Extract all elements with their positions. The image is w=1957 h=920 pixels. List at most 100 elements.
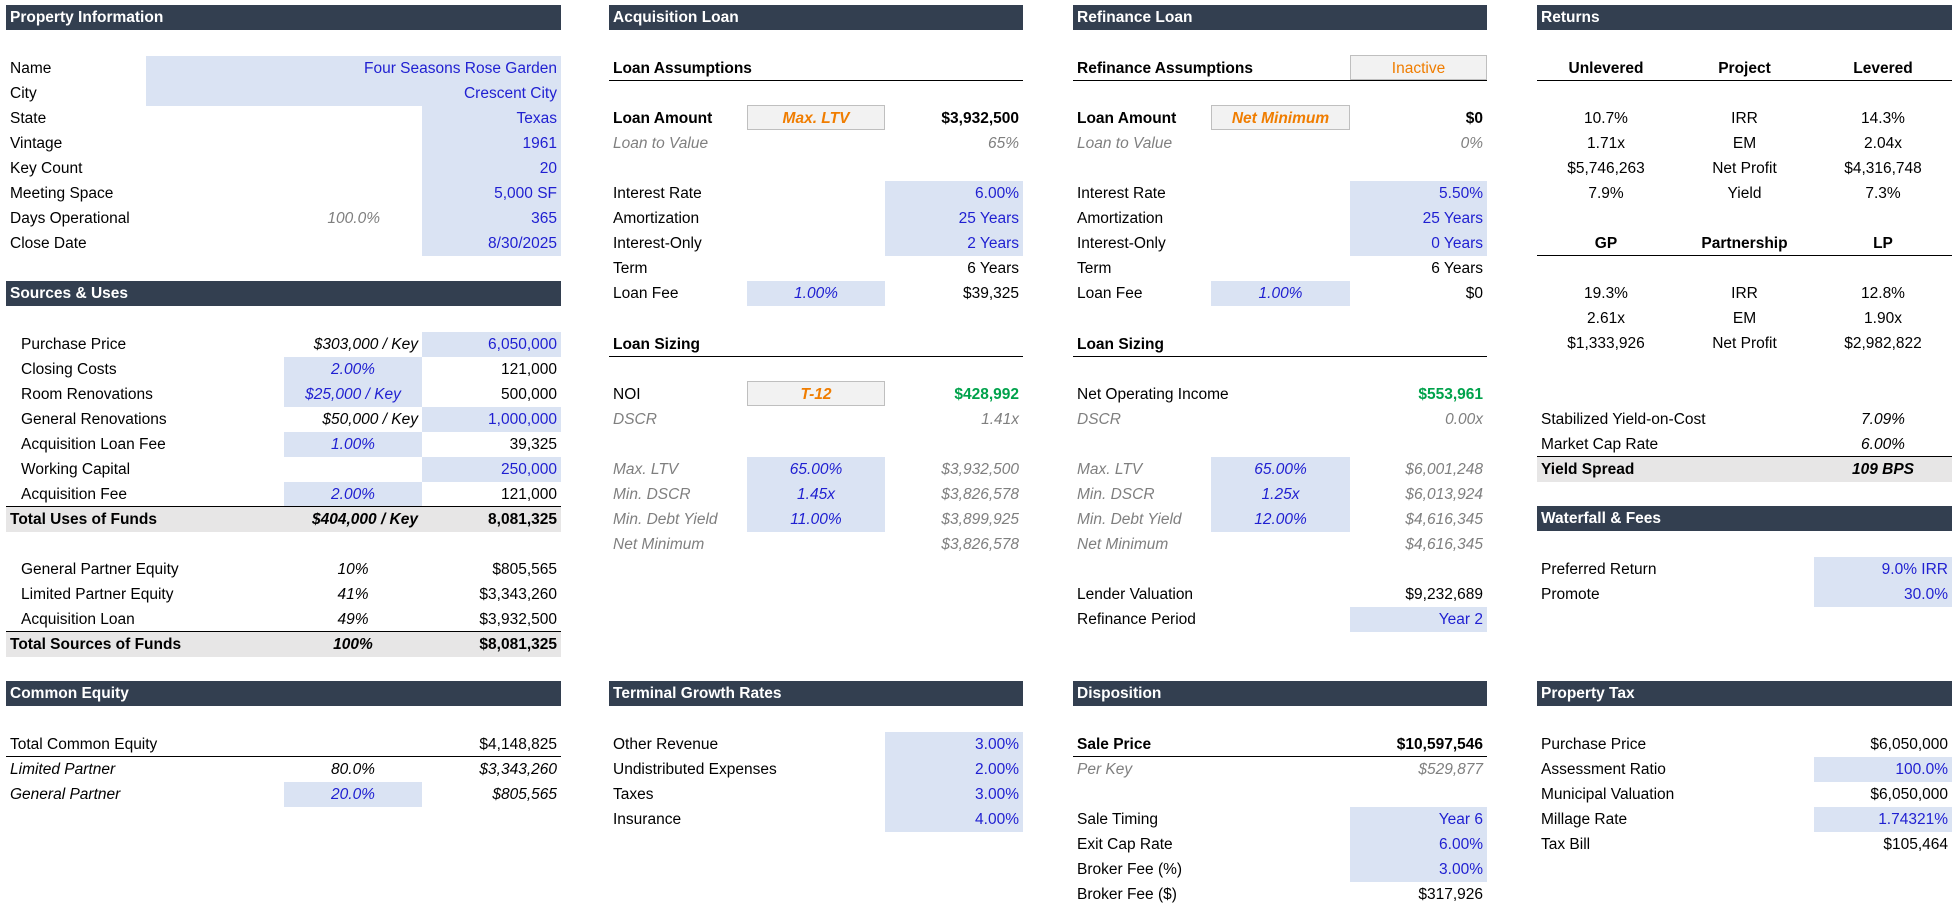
close-date-input[interactable]: 8/30/2025	[422, 231, 561, 256]
refi-period-input[interactable]: Year 2	[1350, 607, 1487, 632]
per-key-label: Per Key	[1077, 761, 1133, 778]
acq-term-label: Term	[613, 260, 648, 277]
returns-cell: 2.04x	[1864, 135, 1902, 152]
acq-ltv-label: Loan to Value	[613, 135, 709, 152]
refi-dscr-value: 0.00x	[1445, 411, 1483, 428]
acq-fee-label: Loan Fee	[613, 285, 679, 302]
refi-constraint-input[interactable]: 1.25x	[1211, 482, 1350, 507]
mcr-value: 6.00%	[1861, 436, 1905, 453]
promote-input[interactable]: 30.0%	[1814, 582, 1952, 607]
terminal-input[interactable]: 3.00%	[885, 782, 1023, 807]
acq-dscr-label: DSCR	[613, 411, 657, 428]
use-value-input[interactable]: 6,050,000	[422, 332, 561, 357]
returns-cell: $5,746,263	[1567, 160, 1645, 177]
state-label: State	[10, 110, 47, 127]
returns-cell: EM	[1732, 135, 1757, 152]
refi-fee-value: $0	[1465, 285, 1483, 302]
partnership-col-header: LP	[1873, 235, 1893, 252]
acq-ltv-value: 65%	[987, 135, 1019, 152]
promote-label: Promote	[1541, 586, 1600, 603]
refi-loan-amount-select[interactable]: Net Minimum	[1211, 105, 1350, 130]
refi-rate-label: Interest Rate	[1077, 185, 1166, 202]
refi-amort-input[interactable]: 25 Years	[1350, 206, 1487, 231]
acq-constraint-label: Min. DSCR	[613, 486, 691, 503]
acq-amort-input[interactable]: 25 Years	[885, 206, 1023, 231]
sale-timing-input[interactable]: Year 6	[1350, 807, 1487, 832]
acq-loan-amount-select[interactable]: Max. LTV	[747, 105, 885, 130]
muni-valuation-label: Municipal Valuation	[1541, 786, 1675, 803]
refi-sizing-title: Loan Sizing	[1073, 332, 1487, 357]
acq-constraint-input[interactable]: 1.45x	[747, 482, 885, 507]
meeting-space-label: Meeting Space	[10, 185, 114, 202]
partnership-cell: $1,333,926	[1567, 335, 1645, 352]
mcr-label: Market Cap Rate	[1541, 436, 1659, 453]
acq-fee-pct-input[interactable]: 1.00%	[747, 281, 885, 306]
use-mid-input[interactable]: 1.00%	[284, 432, 422, 457]
refi-constraint-input[interactable]: 65.00%	[1211, 457, 1350, 482]
exit-cap-input[interactable]: 6.00%	[1350, 832, 1487, 857]
use-mid-input[interactable]: 2.00%	[284, 357, 422, 382]
city-input[interactable]: Crescent City	[146, 81, 561, 106]
acq-rate-input[interactable]: 6.00%	[885, 181, 1023, 206]
terminal-label: Undistributed Expenses	[613, 761, 777, 778]
terminal-label: Insurance	[613, 811, 682, 828]
name-input[interactable]: Four Seasons Rose Garden	[146, 56, 561, 81]
gp-value: $805,565	[492, 786, 557, 803]
refi-assumptions-title: Refinance Assumptions	[1073, 56, 1487, 81]
sale-price-value: $10,597,546	[1396, 736, 1483, 753]
acq-io-label: Interest-Only	[613, 235, 702, 252]
partnership-divider	[1537, 255, 1952, 256]
key-count-input[interactable]: 20	[422, 156, 561, 181]
refi-fee-pct-input[interactable]: 1.00%	[1211, 281, 1350, 306]
gp-label: General Partner	[10, 786, 121, 803]
refi-constraint-input[interactable]: 12.00%	[1211, 507, 1350, 532]
acq-noi-select[interactable]: T-12	[747, 381, 885, 406]
tax-purchase-label: Purchase Price	[1541, 736, 1647, 753]
terminal-input[interactable]: 3.00%	[885, 732, 1023, 757]
refi-rate-input[interactable]: 5.50%	[1350, 181, 1487, 206]
common-equity-divider	[6, 756, 561, 757]
assessment-ratio-input[interactable]: 100.0%	[1814, 757, 1952, 782]
terminal-header: Terminal Growth Rates	[609, 681, 1023, 706]
use-value-input[interactable]: 1,000,000	[422, 407, 561, 432]
refi-io-input[interactable]: 0 Years	[1350, 231, 1487, 256]
returns-cell: $4,316,748	[1844, 160, 1922, 177]
meeting-space-input[interactable]: 5,000 SF	[422, 181, 561, 206]
use-mid-input[interactable]: $25,000 / Key	[284, 382, 422, 407]
refi-constraint-label: Min. Debt Yield	[1077, 511, 1182, 528]
pref-return-input[interactable]: 9.0% IRR	[1814, 557, 1952, 582]
use-value-input[interactable]: 250,000	[422, 457, 561, 482]
acq-constraint-input[interactable]: 11.00%	[747, 507, 885, 532]
yoc-label: Stabilized Yield-on-Cost	[1541, 411, 1706, 428]
refi-constraint-value: $6,001,248	[1405, 461, 1483, 478]
acq-loan-amount-value: $3,932,500	[941, 110, 1019, 127]
yield-spread-label: Yield Spread	[1541, 461, 1635, 478]
source-label: General Partner Equity	[21, 561, 179, 578]
tax-purchase-value: $6,050,000	[1870, 736, 1948, 753]
per-key-value: $529,877	[1418, 761, 1483, 778]
millage-input[interactable]: 1.74321%	[1814, 807, 1952, 832]
acq-io-input[interactable]: 2 Years	[885, 231, 1023, 256]
refi-period-label: Refinance Period	[1077, 611, 1196, 628]
refi-constraint-label: Min. DSCR	[1077, 486, 1155, 503]
use-mid-input[interactable]: 2.00%	[284, 482, 422, 507]
vintage-input[interactable]: 1961	[422, 131, 561, 156]
terminal-input[interactable]: 2.00%	[885, 757, 1023, 782]
disposition-header: Disposition	[1073, 681, 1487, 706]
acq-constraint-input[interactable]: 65.00%	[747, 457, 885, 482]
refi-ltv-label: Loan to Value	[1077, 135, 1173, 152]
refi-term-label: Term	[1077, 260, 1112, 277]
source-mid: 10%	[337, 561, 369, 578]
terminal-input[interactable]: 4.00%	[885, 807, 1023, 832]
broker-fee-pct-input[interactable]: 3.00%	[1350, 857, 1487, 882]
use-value: 121,000	[500, 486, 557, 503]
days-operational-input[interactable]: 365	[422, 206, 561, 231]
refi-status-select[interactable]: Inactive	[1350, 55, 1487, 80]
sale-price-label: Sale Price	[1077, 736, 1152, 753]
partnership-cell: EM	[1732, 310, 1757, 327]
returns-cell: 10.7%	[1584, 110, 1628, 127]
state-input[interactable]: Texas	[422, 106, 561, 131]
refi-loan-amount-value: $0	[1465, 110, 1483, 127]
gp-pct-input[interactable]: 20.0%	[284, 782, 422, 807]
source-label: Limited Partner Equity	[21, 586, 174, 603]
